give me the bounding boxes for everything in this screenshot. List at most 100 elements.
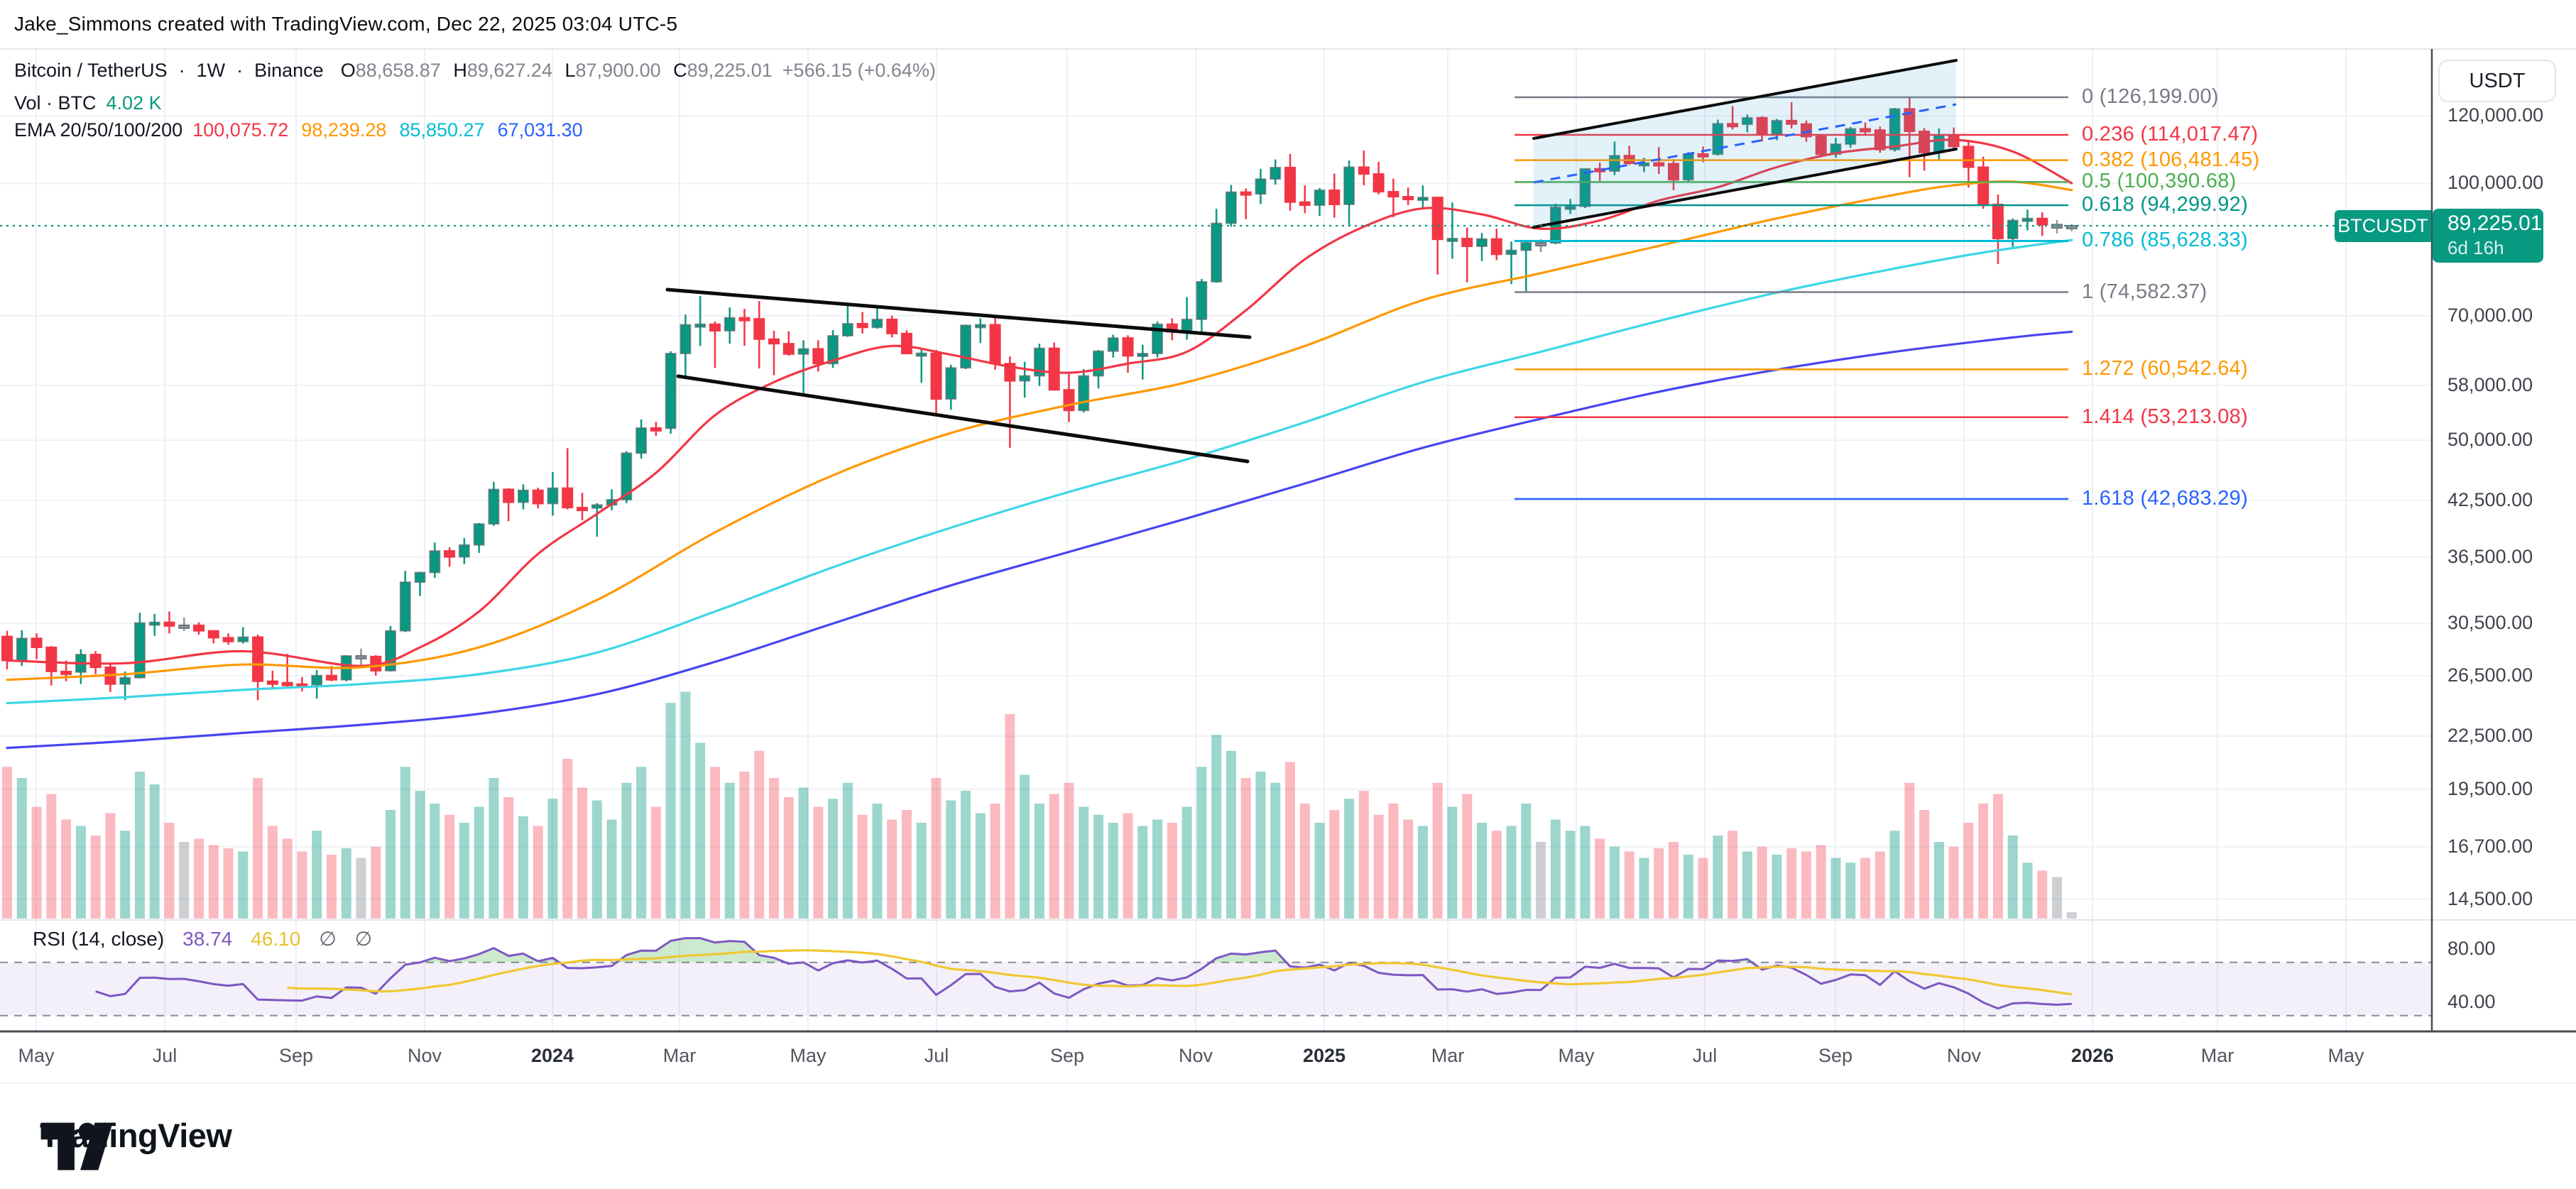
volume-bar	[1240, 778, 1251, 919]
volume-bar	[1167, 823, 1177, 919]
candle-body	[325, 674, 337, 681]
candle-body	[812, 348, 824, 365]
volume-bar	[724, 782, 735, 919]
candle-body	[694, 323, 706, 328]
trendline[interactable]	[665, 287, 1252, 339]
volume-bar	[356, 857, 366, 919]
candle-body	[974, 324, 986, 329]
volume-bar	[312, 831, 322, 919]
volume-bar	[149, 784, 160, 919]
volume-bar	[606, 819, 617, 919]
candle-body	[1211, 222, 1223, 283]
rising-channel-lower[interactable]	[1532, 148, 1958, 229]
time-axis-label: Jul	[1692, 1045, 1718, 1066]
rsi-legend-row[interactable]: RSI (14, close) 38.74 46.10 ∅ ∅	[33, 927, 372, 950]
candle-body	[16, 637, 28, 662]
candle-body	[562, 487, 574, 509]
rsi-empty-icon: ∅	[354, 928, 373, 950]
volume-bar	[650, 806, 661, 919]
candle-body	[1387, 191, 1399, 198]
volume-bar	[1152, 819, 1163, 919]
candle-body	[1579, 168, 1591, 207]
candle-body	[1063, 389, 1075, 412]
volume-bar	[459, 823, 469, 919]
volume-legend-row[interactable]: Vol · BTC 4.02 K	[14, 92, 162, 114]
candle-body	[1668, 163, 1680, 181]
trendline[interactable]	[676, 374, 1250, 464]
low-value: 87,900.00	[575, 60, 661, 81]
fib-level-label: 1.272 (60,542.64)	[2082, 357, 2249, 380]
volume-bar	[1196, 767, 1207, 919]
volume-layer[interactable]	[2, 691, 2077, 919]
high-label: H	[453, 60, 467, 81]
tradingview-logo[interactable]: TradingView	[40, 1116, 232, 1171]
candle-body	[945, 367, 957, 400]
fib-level-label: 0.786 (85,628.33)	[2082, 229, 2249, 252]
ema-label: EMA 20/50/100/200	[14, 119, 183, 141]
candle-body	[650, 427, 662, 432]
volume-bar	[1123, 813, 1133, 919]
open-value: 88,658.87	[355, 60, 441, 81]
volume-bar	[46, 794, 57, 919]
volume-bar	[267, 826, 278, 919]
volume-bar	[680, 691, 691, 919]
rsi-ma-value: 46.10	[251, 927, 301, 950]
volume-bar	[16, 778, 27, 919]
volume-bar	[1255, 772, 1266, 919]
price-tick-label: 42,500.00	[2447, 489, 2533, 511]
candle-body	[89, 654, 102, 669]
volume-bar	[1536, 842, 1546, 919]
volume-bar	[1344, 799, 1355, 919]
volume-bar	[1226, 750, 1236, 919]
candle-body	[1564, 205, 1576, 210]
volume-bar	[1933, 842, 1944, 919]
rising-channel-upper[interactable]	[1532, 59, 1958, 140]
candle-body	[1977, 166, 1990, 206]
price-scale-currency[interactable]: USDT	[2438, 60, 2556, 102]
time-axis-label: Nov	[407, 1045, 442, 1066]
last-price-badge[interactable]: 89,225.01 6d 16h	[2433, 209, 2543, 263]
volume-bar	[783, 797, 794, 919]
candle-body	[1372, 173, 1385, 193]
volume-bar	[1801, 851, 1811, 919]
candle-body	[1033, 347, 1045, 377]
volume-bar	[1417, 826, 1428, 919]
candle-body	[915, 352, 927, 357]
candle-body	[1741, 116, 1753, 126]
last-price-value: 89,225.01	[2447, 212, 2543, 235]
volume-bar	[1580, 826, 1590, 919]
candles-layer[interactable]	[1, 97, 2078, 701]
candle-body	[900, 332, 912, 355]
volume-bar	[1447, 806, 1458, 919]
candle-body	[738, 317, 751, 322]
rsi-value: 38.74	[182, 927, 233, 950]
interval-label[interactable]: 1W	[196, 60, 226, 81]
price-tick-label: 16,700.00	[2447, 835, 2533, 857]
volume-bar	[1565, 831, 1576, 919]
volume-bar	[1506, 826, 1517, 919]
volume-bar	[1079, 806, 1089, 919]
candle-body	[1284, 166, 1296, 203]
time-axis-label: Jul	[152, 1045, 178, 1066]
open-label: O	[340, 60, 356, 81]
candle-body	[2036, 217, 2048, 226]
volume-bar	[1491, 831, 1502, 919]
candle-body	[856, 322, 868, 329]
ema-legend-row[interactable]: EMA 20/50/100/200 100,075.72 98,239.28 85,…	[14, 119, 596, 141]
candle-body	[60, 670, 72, 675]
candle-body	[1535, 242, 1547, 247]
volume-bar	[1992, 794, 2003, 919]
volume-bar	[1462, 794, 1473, 919]
symbol-legend-row[interactable]: Bitcoin / TetherUS · 1W · Binance O88,65…	[14, 60, 936, 82]
candle-body	[399, 581, 411, 632]
volume-bar	[1049, 794, 1059, 919]
candle-body	[266, 680, 278, 685]
rsi-tick-label: 40.00	[2447, 991, 2496, 1012]
tradingview-logo-icon	[40, 1122, 113, 1171]
price-tick-label: 36,500.00	[2447, 545, 2533, 567]
ema-values: 100,075.72 98,239.28 85,850.27 67,031.30	[192, 119, 596, 141]
volume-bar	[961, 791, 971, 919]
time-axis-label: Sep	[1049, 1045, 1085, 1066]
time-axis-label: May	[2327, 1045, 2364, 1066]
